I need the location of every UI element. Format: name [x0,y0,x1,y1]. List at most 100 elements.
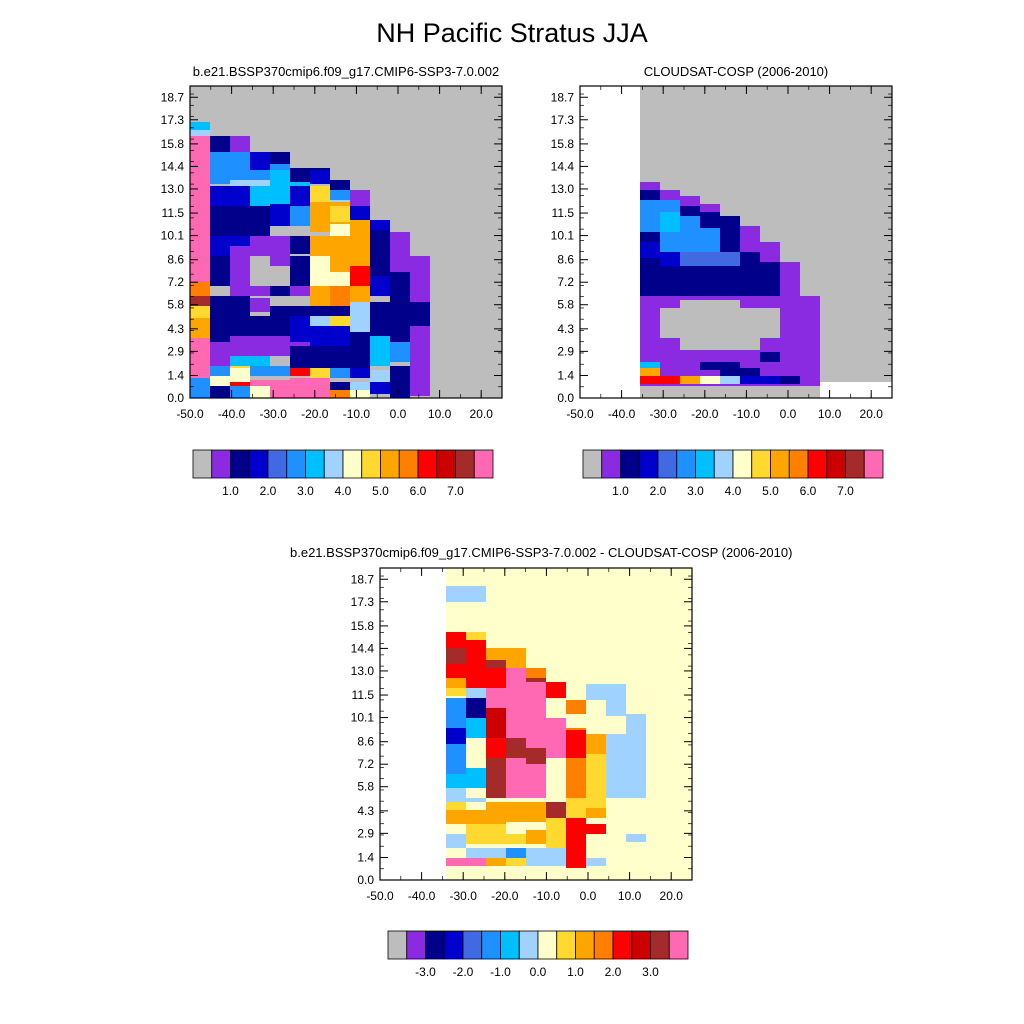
heatmap-cell [350,286,370,302]
heatmap-cell [190,318,210,338]
colorbar-label: -3.0 [415,965,436,979]
heatmap-cell [330,190,350,200]
heatmap-cell [566,730,586,760]
heatmap-cell [330,256,350,272]
x-tick-label: 0.0 [580,889,597,903]
y-tick-label: 14.4 [351,641,375,655]
heatmap-cell [230,368,250,376]
heatmap-cell [446,664,466,678]
heatmap-cell [466,698,486,718]
colorbar-box [455,449,475,479]
heatmap-cell [486,668,506,688]
heatmap-cell [466,718,486,738]
y-tick-label: 1.4 [357,850,374,864]
x-tick-label: -50.0 [366,889,394,903]
y-tick-label: 2.9 [557,344,574,358]
y-tick-label: 2.9 [167,344,184,358]
colorbar-label: 3.0 [642,965,659,979]
colorbar-label: 6.0 [410,484,427,498]
heatmap-cell [566,818,586,848]
heatmap-cell [330,206,350,222]
heatmap-cell [230,246,250,286]
heatmap-cell [580,86,640,398]
heatmap-cell [680,338,760,350]
heatmap-cell [486,802,546,822]
plot-frame [379,567,693,881]
x-tick-label: -30.0 [650,407,678,421]
heatmap-cell [466,788,486,798]
colorbar-box [192,449,213,479]
heatmap-cell [446,586,486,602]
heatmap-cell [250,366,290,376]
heatmap-cell [466,858,486,866]
y-tick-label: 11.5 [352,688,375,702]
heatmap-cell [486,858,506,866]
x-tick-label: 10.0 [428,407,452,421]
heatmap-cell [526,748,546,764]
heatmap-cell [290,206,310,226]
y-tick-label: 13.0 [161,182,185,196]
heatmap-cell [506,824,546,834]
colorbar-label: 2.0 [605,965,622,979]
heatmap-cell [780,352,800,362]
heatmap-cell [210,386,230,398]
heatmap-cell [486,708,506,738]
heatmap-cell [660,308,780,338]
colorbar-label: 7.0 [837,484,854,498]
y-tick-label: 8.6 [357,735,374,749]
heatmap-cell [446,802,466,810]
heatmap-cell [526,858,566,866]
heatmap-cell [250,386,270,398]
heatmap-cell [446,698,466,728]
heatmap-cell [680,362,700,376]
heatmap-cell [680,196,700,206]
colorbar-box [286,449,306,479]
panel2-title: CLOUDSAT-COSP (2006-2010) [643,64,829,79]
colorbar-label: 6.0 [800,484,817,498]
heatmap-cell [190,306,210,318]
heatmap-cell [446,744,466,774]
heatmap-cell [466,640,486,660]
heatmap-cell [660,212,680,232]
x-tick-label: 20.0 [470,407,494,421]
heatmap-cell [290,186,310,206]
colorbar-box [788,449,809,479]
colorbar-box [417,449,438,479]
x-tick-label: -20.0 [301,407,329,421]
heatmap-cell [390,342,410,362]
colorbar-box [425,930,445,960]
x-tick-label: -40.0 [218,407,246,421]
y-tick-label: 7.2 [357,757,374,771]
heatmap-cell [586,824,606,834]
colorbar-box [398,449,419,479]
colorbar-label: 3.0 [297,484,314,498]
y-tick-label: 5.8 [357,780,374,794]
heatmap-cell [210,256,230,272]
colorbar-box [863,449,884,479]
heatmap-cell [546,818,566,838]
panel1-title: b.e21.BSSP370cmip6.f09_g17.CMIP6-SSP3-7.… [192,64,500,79]
x-tick-label: -50.0 [566,407,594,421]
heatmap-cell [230,286,290,296]
colorbar-box [695,449,715,479]
heatmap-cell [640,286,760,296]
heatmap-cell [330,368,350,378]
heatmap-cell [210,186,250,206]
colorbar-label: 2.0 [260,484,277,498]
heatmap-cell [190,296,210,306]
panel-3: 0.0 1.4 2.9 4.3 5.8 7.2 8.6 10.1 11.5 13.0 14.4 15.… [351,567,693,903]
y-tick-label: 11.5 [162,206,185,220]
y-tick-label: 0.0 [557,391,574,405]
heatmap-cell [526,718,566,738]
colorbar-label: -2.0 [453,965,474,979]
heatmap-cell [310,256,330,286]
y-tick-label: 1.4 [557,368,574,382]
y-tick-label: 1.4 [167,368,184,382]
heatmap-cell [486,660,506,670]
heatmap-cell [270,286,290,296]
colorbar-box [406,930,426,960]
heatmap-cell [526,848,566,858]
colorbar-box [668,930,689,960]
heatmap-cell [640,376,660,384]
